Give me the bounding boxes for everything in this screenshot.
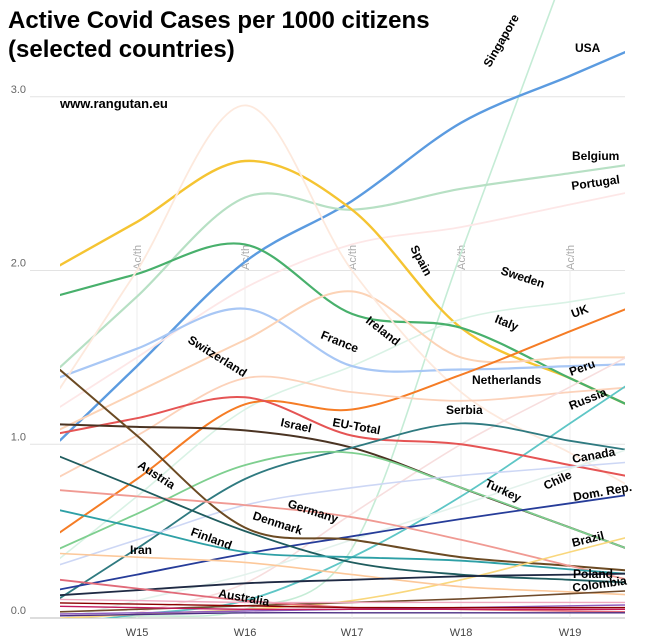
x-tick-label-w16: W16	[234, 627, 257, 639]
series-label-eu-total: EU-Total	[331, 415, 381, 437]
series-label-france: France	[319, 328, 361, 356]
series-line-spain	[60, 159, 625, 405]
axis-ticks: 0.0 1.0 2.0 3.0 W15 W16 W17 W18 W19	[11, 84, 582, 639]
series-label-usa: USA	[575, 41, 601, 55]
x-tick-label-w19: W19	[559, 627, 582, 639]
x-tick-label-w18: W18	[450, 627, 473, 639]
x-tick-label-w15: W15	[126, 627, 149, 639]
series-line-canada	[60, 461, 625, 566]
y-tick-label: 1.0	[11, 431, 26, 443]
series-line-singapore	[97, 0, 556, 618]
series-label-canada: Canada	[571, 445, 616, 466]
grid-lines	[30, 96, 625, 619]
series-labels: Singapore USA Belgium Portugal Spain Sweden It…	[130, 11, 633, 609]
series-line-unlabeled-34	[60, 598, 625, 604]
week-marker-label: Ac/th	[456, 245, 468, 270]
series-line-portugal	[60, 192, 625, 408]
y-tick-label: 3.0	[11, 84, 26, 96]
series-label-ireland: Ireland	[363, 313, 403, 348]
series-label-israel: Israel	[279, 415, 313, 435]
chart-title-line-1: Active Covid Cases per 1000 citizens	[8, 7, 430, 34]
series-label-singapore: Singapore	[480, 11, 522, 69]
series-label-italy: Italy	[493, 312, 521, 334]
chart-title: Active Covid Cases per 1000 citizens (se…	[8, 6, 430, 64]
series-label-dom-rep: Dom. Rep.	[572, 480, 633, 504]
series-line-switzerland	[60, 104, 625, 485]
week-marker-label: Ac/th	[347, 245, 359, 270]
week-marker-label: Ac/th	[565, 245, 577, 270]
series-lines	[60, 0, 625, 618]
series-line-turkey	[60, 450, 625, 550]
y-tick-label: 0.0	[11, 605, 26, 617]
series-label-iran: Iran	[130, 543, 152, 557]
series-label-switzerland: Switzerland	[185, 333, 249, 380]
y-tick-label: 2.0	[11, 258, 26, 270]
series-label-russia: Russia	[567, 385, 609, 413]
series-label-poland: Poland	[573, 567, 613, 581]
series-line-italy	[60, 242, 625, 405]
series-line-unlabeled-32	[60, 602, 625, 609]
series-line-iran	[60, 552, 625, 596]
x-tick-label-w17: W17	[341, 627, 364, 639]
series-line-serbia	[60, 422, 625, 599]
series-label-chile: Chile	[541, 467, 574, 492]
series-line-poland	[60, 572, 625, 597]
series-line-uk	[60, 308, 625, 534]
series-line-eu-total	[60, 395, 625, 477]
series-label-netherlands: Netherlands	[472, 373, 542, 387]
week-marker-label: Ac/th	[132, 245, 144, 270]
series-line-belgium	[60, 164, 625, 369]
series-line-unlabeled-33	[60, 611, 625, 617]
series-label-spain: Spain	[407, 243, 435, 278]
source-label: www.rangutan.eu	[60, 96, 168, 111]
series-line-finland	[60, 509, 625, 575]
series-label-finland: Finland	[189, 525, 234, 553]
series-label-turkey: Turkey	[483, 476, 524, 505]
series-line-ireland	[60, 290, 625, 431]
series-label-portugal: Portugal	[570, 172, 620, 193]
series-line-austria	[60, 368, 625, 572]
series-line-dom-rep	[60, 494, 625, 591]
series-line-germany	[60, 489, 625, 580]
series-line-peru	[114, 357, 625, 618]
series-label-uk: UK	[569, 302, 590, 321]
series-line-france	[60, 307, 625, 379]
series-line-denmark	[60, 455, 625, 584]
series-line-unlabeled-31	[60, 605, 625, 611]
series-label-belgium: Belgium	[572, 149, 619, 163]
chart-title-line-2: (selected countries)	[8, 36, 235, 63]
series-label-serbia: Serbia	[446, 403, 483, 417]
series-label-sweden: Sweden	[499, 264, 546, 291]
